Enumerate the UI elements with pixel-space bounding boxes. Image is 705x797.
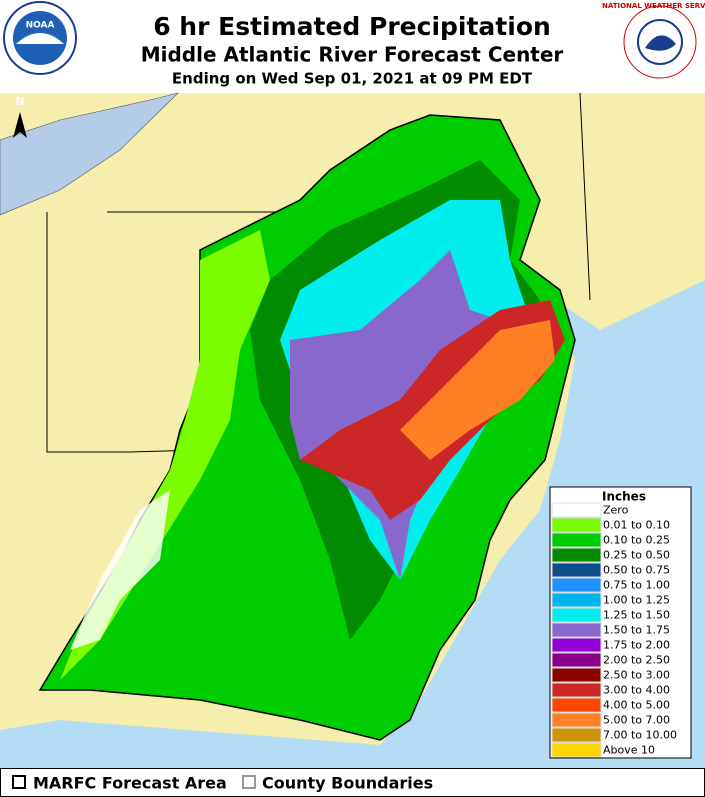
legend-label: 0.25 to 0.50 xyxy=(603,549,670,562)
title: 6 hr Estimated Precipitation xyxy=(153,12,551,41)
ocean xyxy=(0,280,705,768)
nws-text: NATIONAL WEATHER SERVICE xyxy=(602,2,705,10)
legend-swatch xyxy=(551,622,602,638)
noaa-text: NOAA xyxy=(26,21,55,31)
legend-label: 7.00 to 10.00 xyxy=(603,729,677,742)
map: N xyxy=(0,92,705,768)
legend-swatch xyxy=(551,547,602,563)
legend-swatch xyxy=(551,562,602,578)
legend-label: 5.00 to 7.00 xyxy=(603,714,670,727)
precip-light xyxy=(60,230,270,680)
legend-label: 0.01 to 0.10 xyxy=(603,519,670,532)
legend-swatch xyxy=(551,682,602,698)
subtitle: Middle Atlantic River Forecast Center xyxy=(141,43,564,67)
legend-swatch xyxy=(551,592,602,608)
footer-bar xyxy=(0,768,705,797)
forecast-area-label: MARFC Forecast Area xyxy=(33,774,227,793)
legend-label: Zero xyxy=(603,504,629,517)
forecast-area-icon xyxy=(12,775,26,789)
legend-label: 1.00 to 1.25 xyxy=(603,594,670,607)
legend-label: 4.00 to 5.00 xyxy=(603,699,670,712)
legend-swatch xyxy=(551,532,602,548)
county-icon xyxy=(242,775,256,789)
legend: Inches Zero 0.01 to 0.10 0.10 to 0.25 0.25 … xyxy=(549,486,692,759)
legend-swatch xyxy=(551,712,602,728)
legend-label: 3.00 to 4.00 xyxy=(603,684,670,697)
legend-swatch xyxy=(551,607,602,623)
date-line: Ending on Wed Sep 01, 2021 at 09 PM EDT xyxy=(172,70,533,88)
legend-label: 1.25 to 1.50 xyxy=(603,609,670,622)
legend-label: 1.75 to 2.00 xyxy=(603,639,670,652)
legend-swatch xyxy=(551,697,602,713)
legend-label: 2.50 to 3.00 xyxy=(603,669,670,682)
legend-label: 0.75 to 1.00 xyxy=(603,579,670,592)
legend-label: 0.10 to 0.25 xyxy=(603,534,670,547)
legend-swatch xyxy=(551,577,602,593)
nws-logo: NATIONAL WEATHER SERVICE xyxy=(602,2,705,79)
north-label: N xyxy=(15,95,24,108)
north-arrow xyxy=(13,112,27,138)
legend-swatch xyxy=(551,667,602,683)
legend-label: 2.00 to 2.50 xyxy=(603,654,670,667)
legend-swatch xyxy=(551,652,602,668)
legend-swatch xyxy=(551,727,602,743)
state-line xyxy=(46,212,201,453)
legend-label: 1.50 to 1.75 xyxy=(603,624,670,637)
legend-title: Inches xyxy=(602,490,646,504)
state-line xyxy=(579,92,591,301)
precip-zero xyxy=(70,490,170,650)
legend-label: Above 10 xyxy=(603,744,655,757)
precip-orange xyxy=(400,320,555,460)
legend-swatch xyxy=(551,637,602,653)
legend-swatch xyxy=(551,742,602,758)
legend-label: 0.50 to 0.75 xyxy=(603,564,670,577)
county-label: County Boundaries xyxy=(262,774,433,793)
legend-swatch xyxy=(551,502,602,518)
legend-swatch xyxy=(551,517,602,533)
noaa-logo: NOAA xyxy=(3,1,77,75)
lake xyxy=(0,92,179,216)
